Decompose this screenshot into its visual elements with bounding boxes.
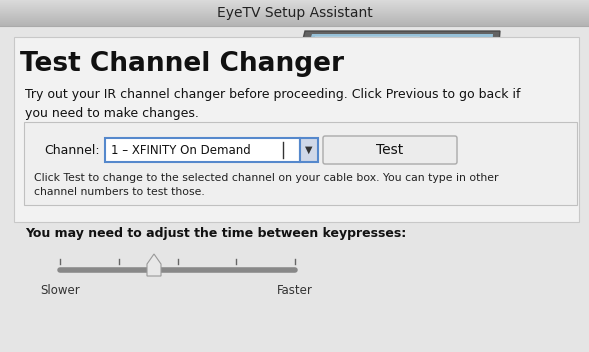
Polygon shape [309,42,492,50]
Text: Slower: Slower [40,283,80,296]
Text: Faster: Faster [277,283,313,296]
FancyBboxPatch shape [0,19,589,20]
FancyBboxPatch shape [0,26,589,352]
FancyBboxPatch shape [0,22,589,23]
Text: Click Test to change to the selected channel on your cable box. You can type in : Click Test to change to the selected cha… [34,173,498,197]
FancyBboxPatch shape [0,2,589,3]
Text: 1 – XFINITY On Demand: 1 – XFINITY On Demand [111,144,251,157]
Text: ▼: ▼ [305,145,313,155]
Polygon shape [301,71,489,89]
Polygon shape [293,101,485,128]
FancyBboxPatch shape [0,11,589,12]
Polygon shape [311,34,493,40]
FancyBboxPatch shape [0,24,589,25]
FancyBboxPatch shape [0,9,589,10]
FancyBboxPatch shape [0,3,589,4]
FancyBboxPatch shape [0,20,589,21]
Polygon shape [299,79,488,99]
Text: You may need to adjust the time between keypresses:: You may need to adjust the time between … [25,227,406,240]
FancyBboxPatch shape [0,25,589,26]
FancyBboxPatch shape [0,18,589,19]
FancyBboxPatch shape [14,37,579,222]
FancyBboxPatch shape [0,13,589,14]
Text: Test: Test [376,143,403,157]
FancyBboxPatch shape [0,17,589,18]
Polygon shape [297,87,487,109]
Polygon shape [295,94,487,119]
FancyBboxPatch shape [105,138,300,162]
FancyBboxPatch shape [0,4,589,5]
FancyBboxPatch shape [0,5,589,6]
Text: Test Channel Changer: Test Channel Changer [20,51,344,77]
Polygon shape [291,109,485,138]
FancyBboxPatch shape [0,7,589,8]
Circle shape [355,66,425,136]
Polygon shape [280,31,500,161]
Polygon shape [313,36,420,66]
FancyBboxPatch shape [0,12,589,13]
Polygon shape [305,57,491,69]
FancyBboxPatch shape [0,8,589,9]
FancyBboxPatch shape [0,21,589,22]
Polygon shape [289,117,484,148]
Text: EyeTV Setup Assistant: EyeTV Setup Assistant [217,6,372,20]
FancyBboxPatch shape [0,10,589,11]
FancyBboxPatch shape [0,1,589,2]
FancyBboxPatch shape [0,0,589,1]
Polygon shape [288,34,493,152]
FancyBboxPatch shape [0,15,589,16]
FancyBboxPatch shape [0,16,589,17]
Polygon shape [303,64,489,79]
Text: Try out your IR channel changer before proceeding. Click Previous to go back if
: Try out your IR channel changer before p… [25,88,521,120]
Polygon shape [307,49,491,59]
Text: Channel:: Channel: [44,144,100,157]
FancyBboxPatch shape [0,6,589,7]
FancyBboxPatch shape [0,14,589,15]
FancyBboxPatch shape [323,136,457,164]
FancyBboxPatch shape [0,23,589,24]
FancyBboxPatch shape [24,122,577,205]
Polygon shape [147,254,161,276]
FancyBboxPatch shape [300,138,318,162]
